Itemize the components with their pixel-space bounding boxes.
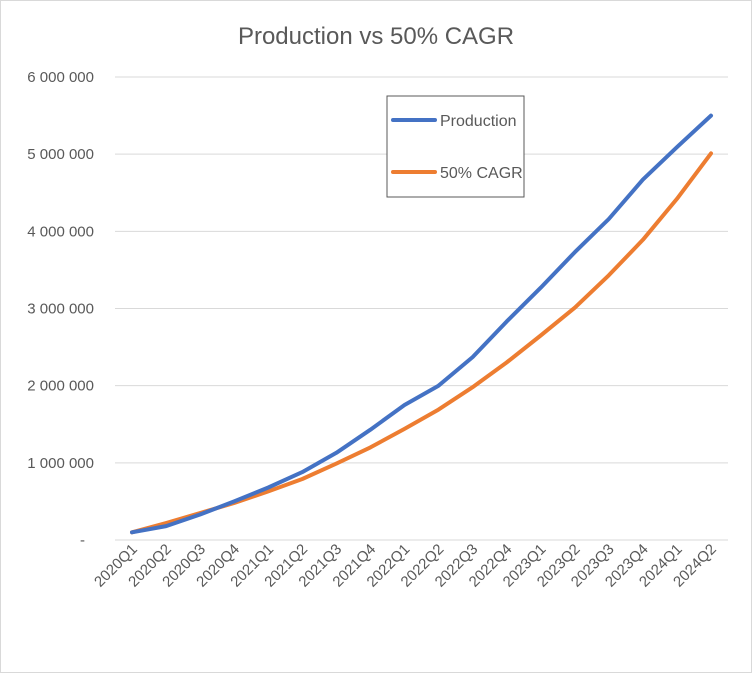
y-axis-ticks: - 1 000 000 2 000 000 3 000 000 4 000 000 5 0…: [27, 69, 94, 549]
legend-box: [386, 95, 525, 198]
series-line-50-cagr: [130, 151, 713, 535]
legend: Production 50% CAGR: [386, 95, 525, 198]
y-tick-label: 4 000 000: [27, 223, 94, 240]
y-tick-label: 2 000 000: [27, 378, 94, 395]
y-tick-label: 1 000 000: [27, 455, 94, 472]
series-line-production: [130, 113, 713, 535]
y-tick-label: 6 000 000: [27, 69, 94, 86]
y-tick-label: -: [80, 532, 85, 549]
chart-title: Production vs 50% CAGR: [238, 23, 514, 50]
legend-label-production: Production: [440, 113, 517, 130]
legend-label-50pct-cagr: 50% CAGR: [440, 165, 523, 182]
y-tick-label: 3 000 000: [27, 301, 94, 318]
series-lines: [130, 113, 713, 535]
y-tick-label: 5 000 000: [27, 146, 94, 163]
x-axis-ticks: 2020Q12020Q22020Q32020Q42021Q12021Q22021…: [91, 541, 720, 591]
